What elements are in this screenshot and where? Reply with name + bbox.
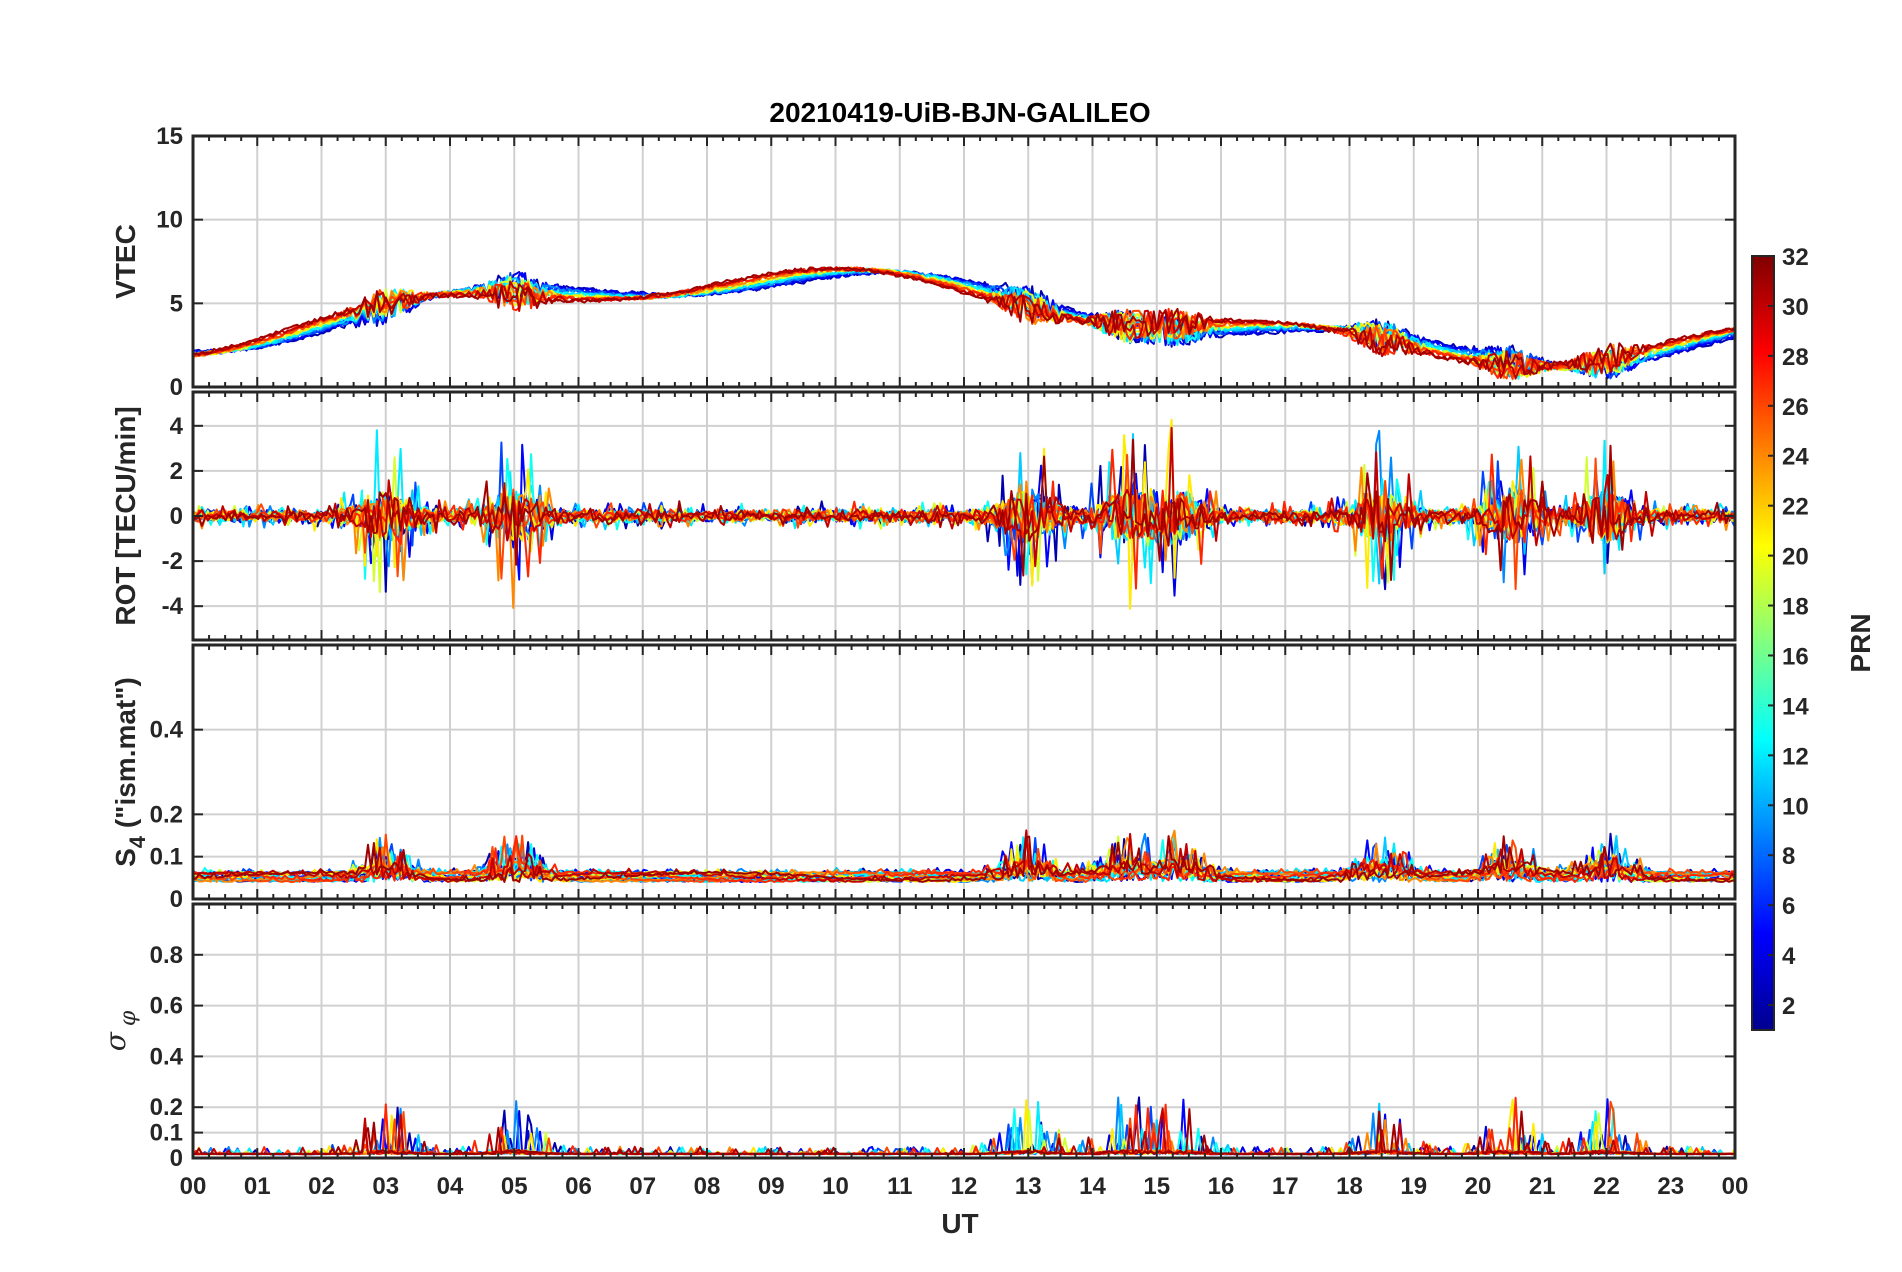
x-tick-label: 13: [1015, 1173, 1042, 1200]
y-tick-label: 15: [156, 123, 183, 150]
x-tick-label: 02: [308, 1173, 335, 1200]
series-group: [193, 266, 1735, 381]
y-tick-label: -4: [162, 593, 184, 620]
x-tick-label: 10: [822, 1173, 849, 1200]
colorbar-tick-label: 6: [1782, 893, 1795, 920]
y-axis-label-sub: 4: [125, 835, 150, 848]
y-tick-label: 0.2: [150, 1094, 183, 1121]
y-tick-label: 0: [170, 1145, 183, 1172]
x-tick-label: 12: [951, 1173, 978, 1200]
series-line-prn-24: [193, 829, 1735, 883]
y-tick-label: 5: [170, 290, 183, 317]
series-line-prn-30: [193, 426, 1735, 568]
x-tick-label: 01: [244, 1173, 271, 1200]
colorbar-tick-label: 8: [1782, 843, 1795, 870]
colorbar-tick-label: 2: [1782, 993, 1795, 1020]
x-tick-label: 20: [1465, 1173, 1492, 1200]
x-axis-label: UT: [941, 1208, 978, 1239]
y-axis-label: S4 ("ism.mat"): [110, 677, 150, 867]
series-line-prn-31: [193, 835, 1735, 883]
x-tick-label: 19: [1400, 1173, 1427, 1200]
x-tick-label: 00: [1722, 1173, 1749, 1200]
y-axis-label: σφ: [99, 1010, 141, 1051]
x-tick-label: 03: [372, 1173, 399, 1200]
colorbar-tick-label: 12: [1782, 743, 1809, 770]
colorbar-tick-label: 16: [1782, 643, 1809, 670]
y-axis-label: VTEC: [110, 224, 141, 299]
x-tick-label: 11: [887, 1173, 912, 1200]
y-tick-label: 0.6: [150, 993, 183, 1020]
panel-1: 0 5 10 15 VTEC: [110, 123, 1737, 401]
colorbar-tick-label: 10: [1782, 793, 1809, 820]
y-axis-label-main: S: [110, 848, 141, 867]
x-tick-label: 16: [1208, 1173, 1235, 1200]
colorbar-tick-label: 22: [1782, 494, 1809, 521]
y-axis-label-rest: ("ism.mat"): [110, 677, 141, 836]
y-axis-label: ROT [TECU/min]: [110, 406, 141, 625]
series-line-prn-31: [193, 438, 1735, 581]
panel-2: -4 -2 0 2 4 ROT [TECU/min]: [110, 390, 1737, 642]
y-tick-label: 2: [170, 458, 183, 485]
x-tick-label: 05: [501, 1173, 528, 1200]
panel-3: 00.10.20.4S4 ("ism.mat"): [110, 643, 1737, 913]
colorbar-label: PRN: [1845, 613, 1876, 672]
series-group: [193, 418, 1735, 610]
colorbar-tick-label: 28: [1782, 344, 1809, 371]
colorbar-tick-label: 32: [1782, 244, 1809, 271]
colorbar-tick-label: 24: [1782, 444, 1809, 471]
y-tick-label: 4: [170, 413, 184, 440]
series-line-prn-30: [193, 829, 1735, 883]
colorbar-tick-label: 4: [1782, 943, 1796, 970]
y-tick-label: 0.2: [150, 801, 183, 828]
chart-title: 20210419-UiB-BJN-GALILEO: [769, 97, 1150, 128]
colorbar-tick-label: 20: [1782, 544, 1809, 571]
x-axis: 00 01 02 03 04 05 06 07 08 09 10 11 12 13 14 15 16 17 18 19…: [180, 1173, 1749, 1200]
colorbar-tick-label: 14: [1782, 693, 1809, 720]
x-tick-label: 14: [1079, 1173, 1106, 1200]
y-tick-label: 0: [170, 374, 183, 401]
y-tick-label: 0.8: [150, 942, 183, 969]
series-group: [193, 829, 1735, 884]
y-tick-label: -2: [162, 548, 183, 575]
x-tick-label: 22: [1593, 1173, 1620, 1200]
x-tick-label: 23: [1657, 1173, 1684, 1200]
x-tick-label: 15: [1143, 1173, 1170, 1200]
x-tick-label: 18: [1336, 1173, 1363, 1200]
x-tick-label: 04: [437, 1173, 464, 1200]
colorbar-tick-label: 26: [1782, 394, 1809, 421]
y-axis-label-sigma: σ: [99, 1031, 132, 1051]
y-tick-label: 0.4: [150, 1043, 184, 1070]
x-tick-label: 08: [694, 1173, 721, 1200]
y-tick-label: 0.1: [150, 1120, 183, 1147]
x-tick-label: 21: [1529, 1173, 1556, 1200]
y-tick-label: 0: [170, 886, 183, 913]
series-line-prn-31: [193, 266, 1735, 375]
x-tick-label: 17: [1272, 1173, 1299, 1200]
x-tick-label: 09: [758, 1173, 785, 1200]
colorbar-tick-label: 18: [1782, 594, 1809, 621]
y-axis-label-phi: φ: [116, 1010, 141, 1026]
panel-4: 00.10.2 0.4 0.6 0.8 σφ: [99, 902, 1737, 1172]
colorbar-bar: [1751, 255, 1775, 1031]
y-tick-label: 0.1: [150, 844, 183, 871]
x-tick-label: 06: [565, 1173, 592, 1200]
y-tick-label: 0.4: [150, 717, 184, 744]
colorbar-tick-label: 30: [1782, 294, 1809, 321]
x-tick-label: 00: [180, 1173, 207, 1200]
y-tick-label: 10: [156, 207, 183, 234]
x-tick-label: 07: [629, 1173, 656, 1200]
y-tick-label: 0: [170, 503, 183, 530]
